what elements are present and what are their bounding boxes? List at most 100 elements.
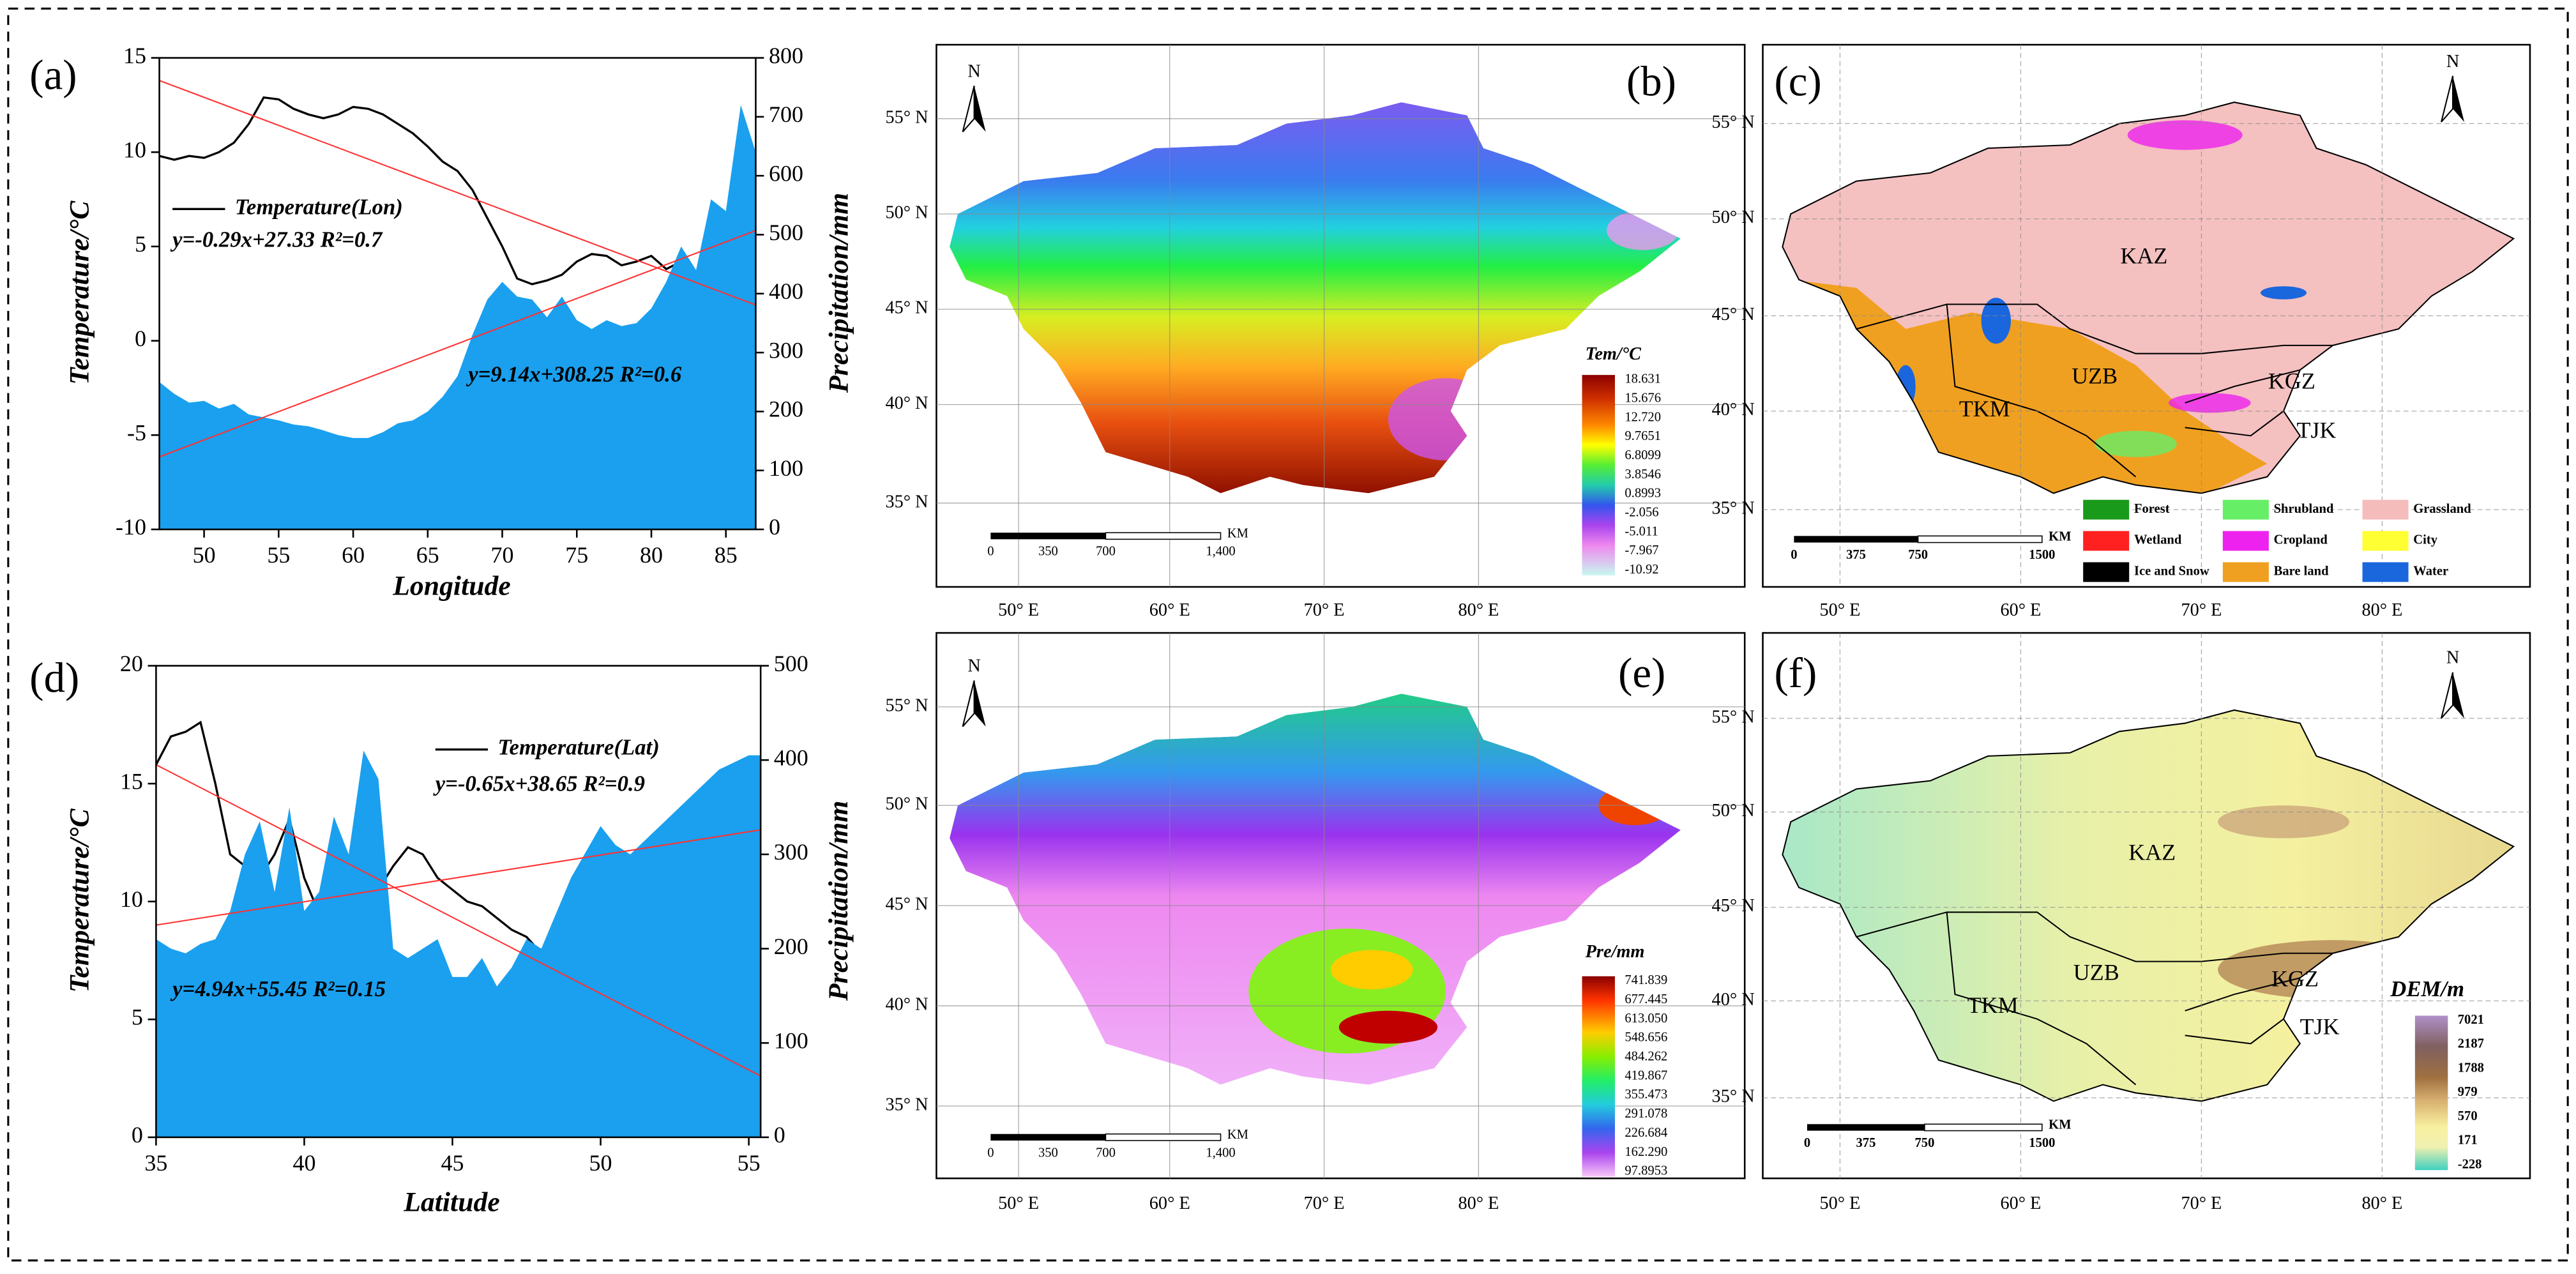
- panel-label: (f): [1775, 649, 1817, 697]
- y2-tick-label: 600: [769, 160, 803, 186]
- north-label: N: [967, 61, 980, 81]
- lon-label: 70° E: [2181, 1194, 2222, 1213]
- legend-swatch: [2083, 499, 2130, 520]
- lon-label: 70° E: [2181, 600, 2222, 620]
- country-label: TJK: [2297, 417, 2337, 443]
- colorbar: [1582, 375, 1615, 576]
- north-label: N: [2446, 52, 2459, 72]
- lat-label: 40° N: [1712, 400, 1755, 420]
- y-tick-label: 10: [123, 137, 146, 163]
- y-tick-label: 15: [120, 768, 143, 794]
- chart-panel: -10 -5 0 5 10 15 0 100 200 300 400 500 600 700 800 50 55…: [29, 43, 854, 602]
- x-tick-label: 55: [267, 542, 290, 568]
- lat-label: 35° N: [885, 1095, 928, 1115]
- colorbar-label: 9.7651: [1625, 429, 1661, 443]
- colorbar: [2414, 1015, 2448, 1171]
- colorbar-label: 12.720: [1625, 410, 1661, 424]
- colorbar-label: -10.92: [1625, 563, 1658, 577]
- y-tick-label: 0: [135, 326, 146, 351]
- north-label: N: [2446, 648, 2459, 668]
- panel-label: (b): [1626, 58, 1676, 105]
- colorbar-label: 7021: [2458, 1013, 2484, 1027]
- legend-swatch: [2222, 562, 2269, 582]
- country-label: KGZ: [2271, 966, 2319, 992]
- north-label: N: [967, 656, 980, 676]
- colorbar-label: 1788: [2458, 1061, 2484, 1075]
- lat-label: 35° N: [1712, 499, 1755, 519]
- legend-label: City: [2413, 533, 2437, 547]
- land-area: [950, 102, 1681, 494]
- scale-label: 350: [1038, 545, 1058, 559]
- precipitation-area: [156, 750, 761, 1137]
- y-axis-label: Temperature/°C: [64, 201, 95, 385]
- legend-swatch: [2083, 562, 2130, 582]
- y2-tick-label: 300: [769, 337, 803, 363]
- lon-label: 60° E: [1149, 600, 1190, 620]
- lat-label: 50° N: [885, 794, 928, 814]
- scale-unit: KM: [1227, 1128, 1248, 1142]
- land: [1782, 102, 2514, 494]
- scale-label: 375: [1846, 548, 1866, 562]
- lon-label: 50° E: [998, 600, 1039, 620]
- lat-label: 40° N: [1712, 990, 1755, 1010]
- x-tick-label: 35: [144, 1150, 167, 1176]
- country-label: UZB: [2073, 959, 2119, 985]
- equation: y=9.14x+308.25 R²=0.6: [466, 362, 682, 387]
- x-tick-label: 75: [565, 542, 588, 568]
- country-label: KGZ: [2268, 368, 2315, 393]
- colorbar-label: -2.056: [1625, 505, 1658, 519]
- y-tick-label: 5: [135, 231, 146, 257]
- country-border: [1856, 911, 2333, 962]
- lon-label: 70° E: [1304, 600, 1345, 620]
- y2-tick-label: 300: [774, 839, 808, 865]
- colorbar-label: 171: [2458, 1134, 2478, 1148]
- colorbar-label: 291.078: [1625, 1107, 1667, 1121]
- lat-label: 50° N: [1712, 208, 1755, 227]
- trend-line: [159, 230, 756, 458]
- y-axis-label: Temperature/°C: [64, 808, 95, 993]
- lat-label: 50° N: [1712, 801, 1755, 821]
- colorbar-label: 18.631: [1625, 372, 1661, 386]
- colorbar-label: 419.867: [1625, 1068, 1667, 1082]
- scale-bar: [990, 533, 1106, 540]
- y-tick-label: 15: [123, 43, 146, 68]
- scale-bar: [1794, 536, 1918, 543]
- legend-label: Shrubland: [2274, 502, 2334, 516]
- scale-label: 375: [1856, 1136, 1876, 1150]
- scale-label: 1500: [2029, 548, 2055, 562]
- colorbar-label: 570: [2458, 1109, 2478, 1123]
- legend-title: Tem/°C: [1586, 344, 1642, 364]
- y-tick-label: 10: [120, 886, 143, 912]
- wet-core: [1338, 1010, 1438, 1044]
- x-axis-label: Latitude: [403, 1187, 500, 1217]
- x-tick-label: 50: [193, 542, 216, 568]
- legend-swatch: [2222, 499, 2269, 520]
- lon-label: 50° E: [1819, 1194, 1860, 1213]
- lat-label: 35° N: [885, 492, 928, 512]
- colorbar-label: 613.050: [1625, 1012, 1667, 1026]
- lat-label: 45° N: [885, 298, 928, 318]
- lat-label: 50° N: [885, 203, 928, 223]
- map-panel: 55° N 50° N 45° N 40° N 35° N 50° E 60° E 70° E…: [1712, 632, 2531, 1213]
- lon-label: 50° E: [1819, 600, 1860, 620]
- scale-bar: [1917, 535, 2043, 543]
- lat-label: 55° N: [1712, 707, 1755, 727]
- country-border: [1856, 303, 2333, 354]
- lon-label: 70° E: [1304, 1194, 1345, 1213]
- scale-bar: [990, 1134, 1106, 1141]
- x-tick-label: 85: [715, 542, 738, 568]
- scale-bar: [1105, 532, 1222, 540]
- land: [950, 102, 1681, 494]
- colorbar-label: 6.8099: [1625, 448, 1661, 462]
- legend-label: Bare land: [2274, 565, 2330, 579]
- y2-tick-label: 400: [769, 278, 803, 304]
- colorbar-label: 979: [2458, 1085, 2478, 1099]
- lat-label: 35° N: [1712, 1087, 1755, 1107]
- legend-label: Wetland: [2134, 533, 2182, 547]
- legend-swatch: [2222, 531, 2269, 551]
- scale-label: 0: [1804, 1136, 1810, 1150]
- scale-label: 0: [1791, 548, 1797, 562]
- x-tick-label: 40: [292, 1150, 315, 1176]
- panel-label: (d): [29, 655, 79, 702]
- lon-label: 60° E: [2000, 1194, 2041, 1213]
